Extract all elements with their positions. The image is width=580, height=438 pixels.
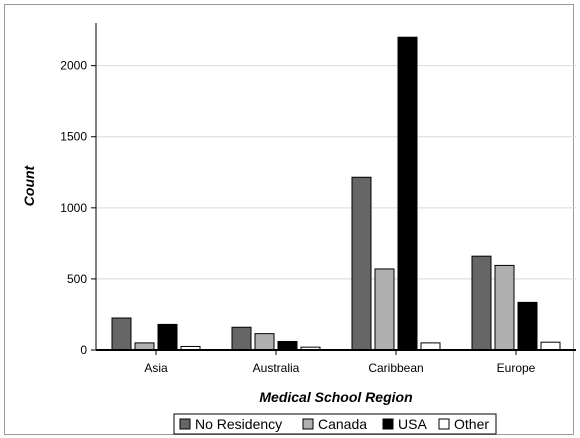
bar-usa-caribbean xyxy=(397,36,418,351)
bars xyxy=(111,36,561,351)
gridlines xyxy=(96,65,576,280)
bar-other-caribbean xyxy=(420,342,441,351)
x-tick-label: Australia xyxy=(253,361,300,375)
bar-canada-caribbean xyxy=(374,268,395,351)
y-tick-label: 0 xyxy=(80,343,87,357)
legend: No Residency Canada USA Other xyxy=(173,413,497,435)
x-tick-label: Caribbean xyxy=(368,361,423,375)
legend-box xyxy=(173,413,497,435)
bar-no-residency-europe xyxy=(471,255,492,351)
x-axis-title: Medical School Region xyxy=(259,389,412,405)
bar-canada-australia xyxy=(254,333,275,351)
y-tick-label: 1000 xyxy=(60,201,87,215)
legend-label-usa: USA xyxy=(398,416,427,432)
bar-canada-asia xyxy=(134,342,155,351)
y-tick-label: 1500 xyxy=(60,130,87,144)
legend-label-no-residency: No Residency xyxy=(195,416,282,432)
y-tick-label: 2000 xyxy=(60,59,87,73)
bar-no-residency-asia xyxy=(111,317,132,351)
bar-canada-europe xyxy=(494,264,515,351)
y-axis-title: Count xyxy=(21,164,37,206)
legend-swatch-other xyxy=(438,418,450,430)
legend-label-other: Other xyxy=(454,416,489,432)
y-tick-labels: 0 500 1000 1500 2000 xyxy=(60,59,87,357)
bar-no-residency-caribbean xyxy=(351,176,372,351)
bar-no-residency-australia xyxy=(231,326,252,351)
y-tick-label: 500 xyxy=(67,272,87,286)
legend-swatch-no-residency xyxy=(179,418,191,430)
chart-frame xyxy=(4,4,574,435)
legend-swatch-canada xyxy=(302,418,314,430)
x-tick-label: Asia xyxy=(144,361,168,375)
bar-usa-australia xyxy=(277,340,298,351)
bar-other-europe xyxy=(540,341,561,351)
bar-usa-europe xyxy=(517,301,538,351)
legend-swatch-usa xyxy=(382,418,394,430)
x-tick-labels: Asia Australia Caribbean Europe xyxy=(144,361,535,375)
x-tick-label: Europe xyxy=(497,361,536,375)
legend-items: No Residency Canada USA Other xyxy=(179,416,489,432)
bar-usa-asia xyxy=(157,323,178,351)
axes xyxy=(91,23,576,355)
legend-label-canada: Canada xyxy=(318,416,367,432)
